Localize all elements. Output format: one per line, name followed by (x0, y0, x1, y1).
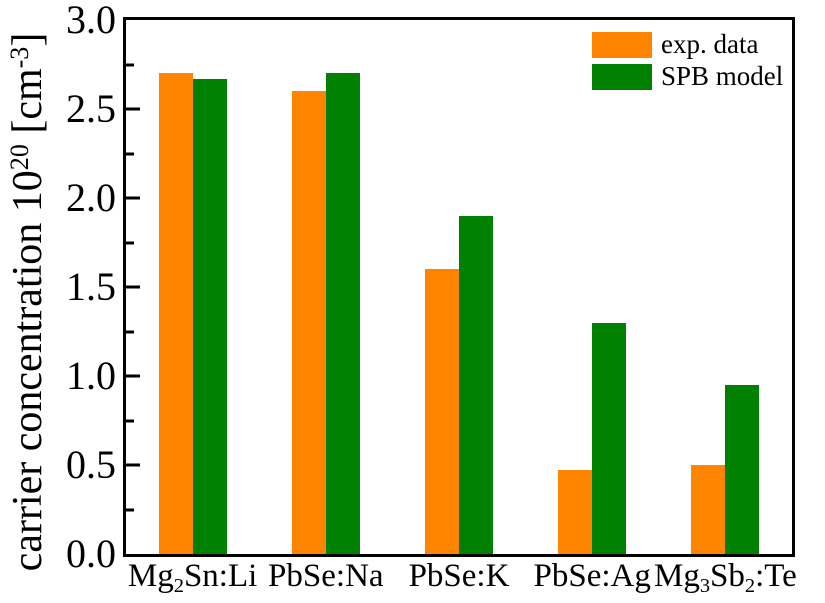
x-tick-label-PbSe:Na: PbSe:Na (268, 558, 384, 594)
bar-spb-model-Mg2Sn:Li (192, 78, 227, 554)
legend-swatch-exp-data (592, 31, 652, 58)
y-minor-tick (126, 508, 134, 511)
y-minor-tick (126, 330, 134, 333)
legend-swatch-spb-model (592, 63, 652, 90)
bar-spb-model-PbSe:Ag (592, 322, 627, 554)
y-tick-labels: 0.0 0.5 1.0 1.5 2.0 2.5 3.0 (0, 0, 116, 603)
y-major-tick (126, 463, 140, 467)
bar-spb-model-Mg3Sb2:Te (725, 384, 760, 554)
x-tick-label-PbSe:K: PbSe:K (408, 558, 510, 594)
y-tick-label-1.0: 1.0 (66, 353, 116, 398)
x-tick-label-Mg3Sb2:Te: Mg3Sb2:Te (653, 558, 797, 598)
y-minor-tick (126, 63, 134, 66)
legend-item-exp-data: exp. data (592, 31, 783, 58)
bar-exp-data-PbSe:Ag (558, 470, 593, 554)
y-major-tick (126, 107, 140, 111)
bar-spb-model-PbSe:K (459, 215, 493, 554)
y-major-tick (126, 374, 140, 378)
y-minor-tick (126, 241, 134, 244)
y-tick-label-2.5: 2.5 (66, 86, 116, 131)
bar-exp-data-Mg3Sb2:Te (691, 465, 726, 554)
bar-exp-data-PbSe:Na (291, 91, 326, 554)
y-tick-label-2.0: 2.0 (66, 175, 116, 220)
legend-label-exp-data: exp. data (661, 29, 759, 59)
legend-label-spb-model: SPB model (661, 61, 784, 91)
legend: exp. data SPB model (592, 31, 783, 95)
bar-spb-model-PbSe:Na (325, 73, 360, 554)
plot-inner (126, 20, 792, 554)
y-tick-label-1.5: 1.5 (66, 264, 116, 309)
y-minor-tick (126, 152, 134, 155)
y-tick-label-0.5: 0.5 (66, 442, 116, 487)
legend-item-spb-model: SPB model (592, 63, 783, 90)
x-tick-label-Mg2Sn:Li: Mg2Sn:Li (127, 558, 258, 598)
x-tick-label-PbSe:Ag: PbSe:Ag (533, 558, 651, 594)
bar-exp-data-PbSe:K (425, 269, 459, 554)
y-major-tick (126, 285, 140, 289)
x-tick-labels: Mg2Sn:Li PbSe:Na PbSe:K PbSe:Ag Mg3Sb2:Te (126, 558, 797, 603)
y-tick-label-0.0: 0.0 (66, 531, 116, 576)
y-major-tick (126, 196, 140, 200)
y-tick-label-3.0: 3.0 (66, 0, 116, 42)
y-minor-tick (126, 419, 134, 422)
bar-exp-data-Mg2Sn:Li (158, 73, 193, 554)
plot-area: exp. data SPB model (123, 17, 795, 557)
